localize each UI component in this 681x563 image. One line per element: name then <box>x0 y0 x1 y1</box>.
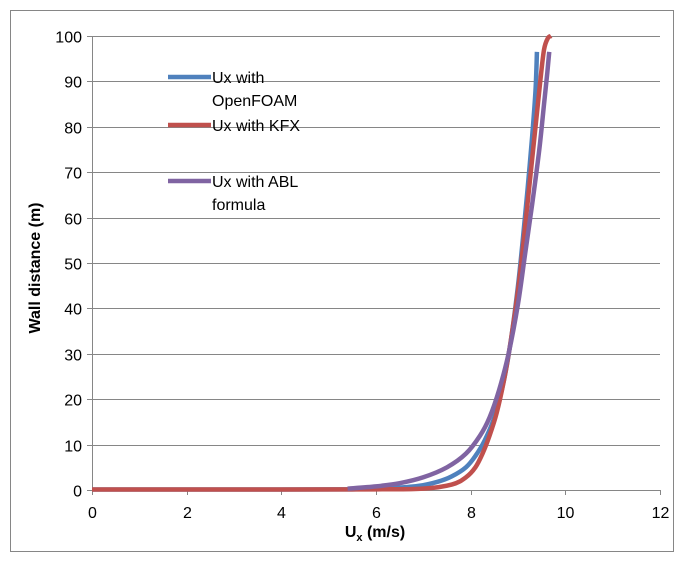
y-tick-label: 80 <box>64 121 82 138</box>
legend-label-2: Ux with KFX <box>212 118 300 135</box>
y-tick-label: 30 <box>64 348 82 365</box>
legend-label-3: Ux with ABL formula <box>212 174 298 214</box>
legend-label-1: Ux with OpenFOAM <box>212 70 297 110</box>
y-tick-label: 0 <box>73 484 82 501</box>
y-tick-label: 10 <box>64 439 82 456</box>
x-tick-label: 10 <box>557 505 575 522</box>
series-lines <box>91 33 553 492</box>
axis-labels: 0 10 20 30 40 50 60 70 80 90 100 0 2 4 6 8 10 12 Wall dist… <box>27 30 670 545</box>
x-tick-label: 12 <box>652 505 670 522</box>
y-axis-title: Wall distance (m) <box>27 203 44 334</box>
x-tick-label: 0 <box>88 505 97 522</box>
series-line-3 <box>347 51 552 491</box>
legend: Ux with OpenFOAM Ux with KFX Ux with ABL for… <box>168 70 300 214</box>
y-tick-label: 70 <box>64 166 82 183</box>
y-tick-label: 20 <box>64 393 82 410</box>
y-tick-label: 90 <box>64 75 82 92</box>
x-tick-label: 2 <box>183 505 192 522</box>
gridlines <box>92 36 660 446</box>
y-tick-label: 100 <box>55 30 82 47</box>
y-tick-label: 40 <box>64 302 82 319</box>
y-tick-label: 50 <box>64 257 82 274</box>
y-tick-label: 60 <box>64 212 82 229</box>
chart-border <box>10 10 674 552</box>
x-tick-label: 4 <box>277 505 286 522</box>
x-tick-label: 6 <box>372 505 381 522</box>
series-line-2 <box>91 33 553 492</box>
x-tick-label: 8 <box>467 505 476 522</box>
x-axis-title: Ux (m/s) <box>345 524 405 544</box>
